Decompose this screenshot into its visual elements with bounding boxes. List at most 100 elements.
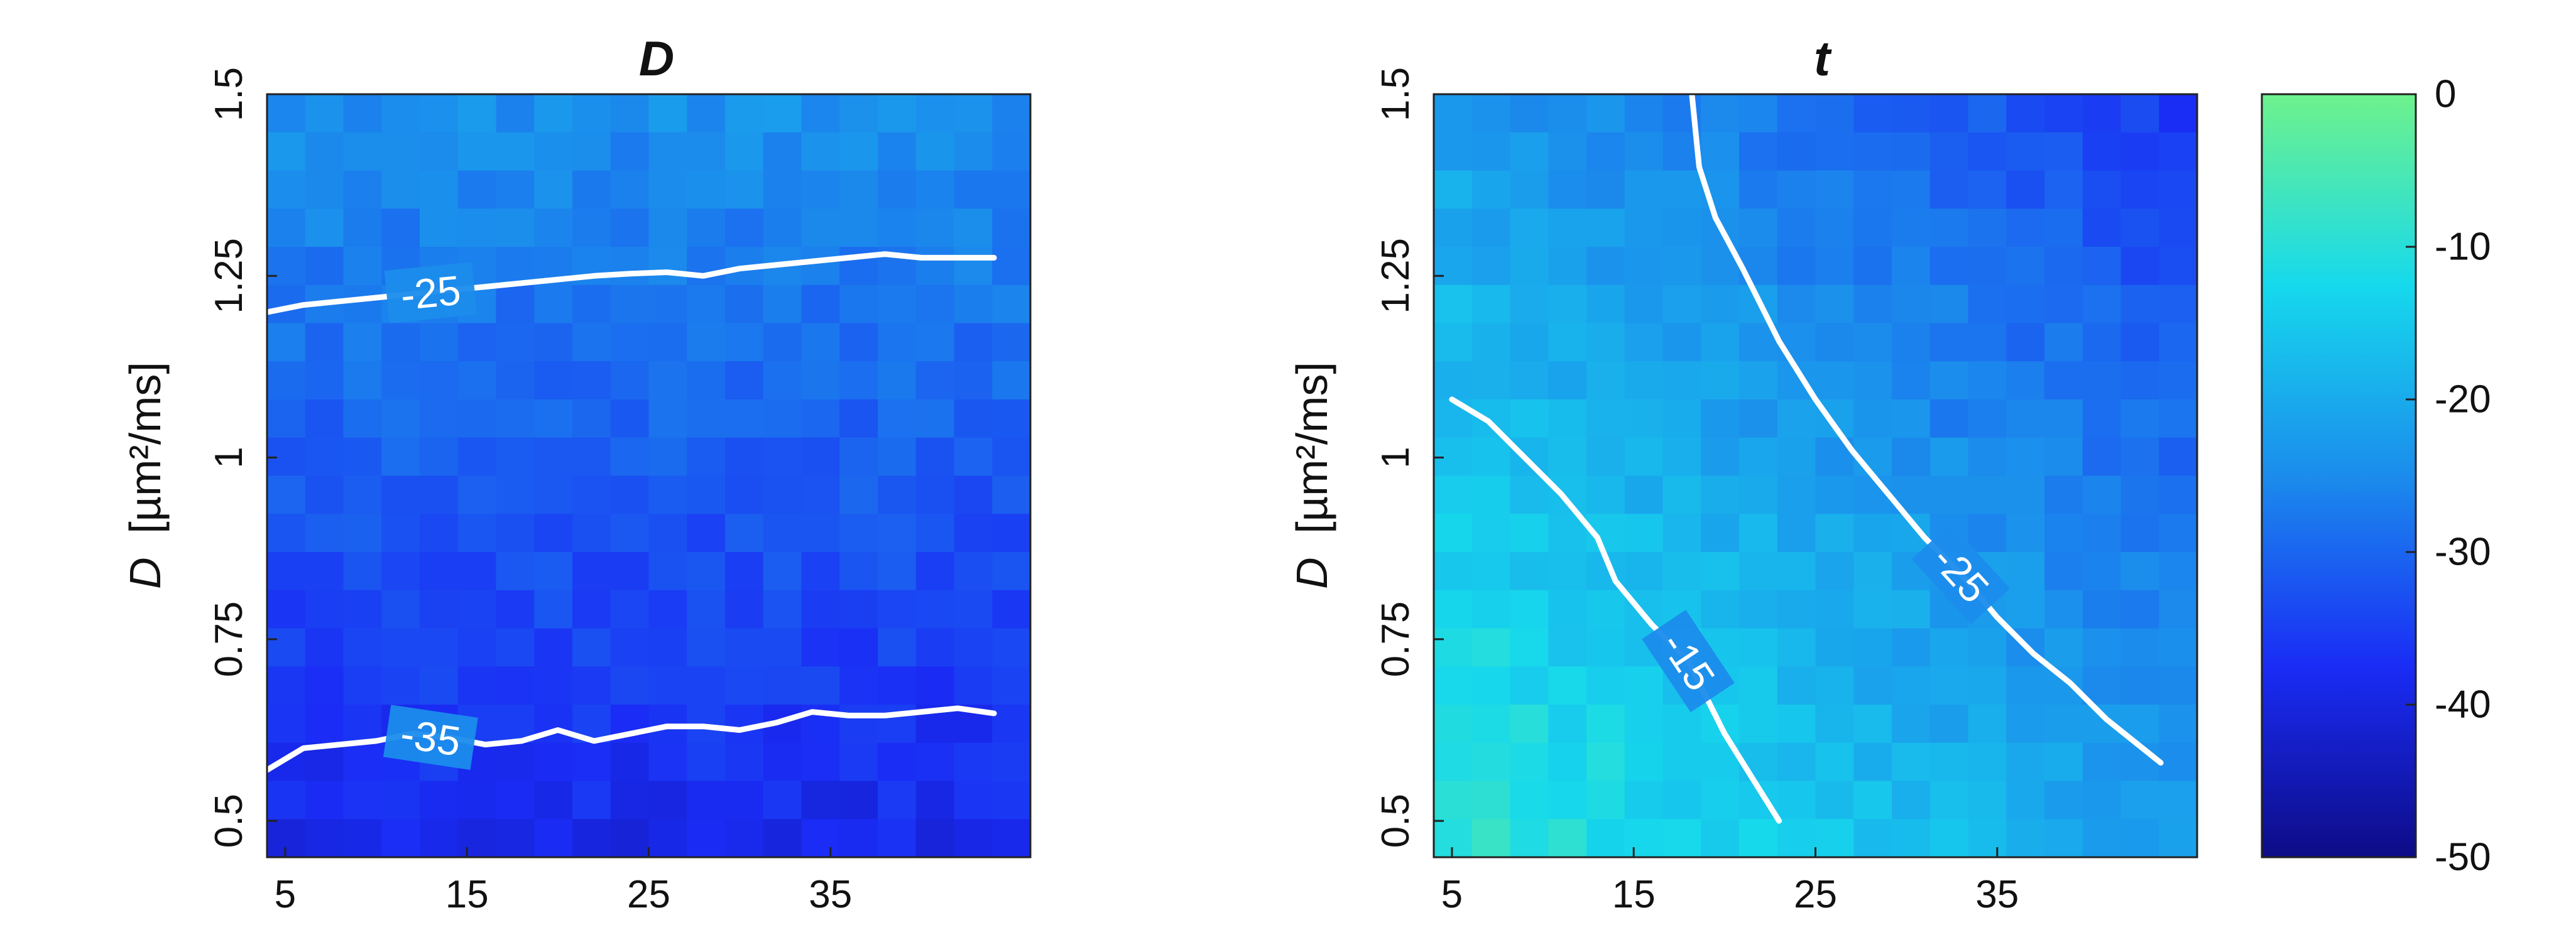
heatmap-cell — [610, 514, 650, 553]
heatmap-cell — [267, 666, 306, 705]
heatmap-cell — [763, 819, 802, 858]
heatmap-cell — [420, 666, 459, 705]
heatmap-cell — [1510, 208, 1549, 247]
heatmap-cell — [801, 666, 840, 705]
heatmap-cell — [1510, 705, 1549, 744]
heatmap-cell — [381, 170, 420, 209]
y-tick-label: 1 — [207, 447, 251, 468]
heatmap-cell — [381, 514, 420, 553]
heatmap-cell — [1777, 628, 1816, 667]
heatmap-cell — [954, 132, 993, 171]
heatmap-cell — [1777, 437, 1816, 477]
heatmap-cell — [457, 399, 497, 438]
heatmap-cell — [2044, 742, 2083, 782]
heatmap-cell — [648, 284, 687, 324]
contour-label: -25 — [398, 266, 462, 318]
heatmap-cell — [343, 284, 382, 324]
heatmap-cell — [1815, 781, 1854, 820]
heatmap-cell — [534, 323, 573, 362]
heatmap-cell — [915, 399, 955, 438]
heatmap-cell — [648, 475, 687, 514]
heatmap-cell — [2082, 170, 2122, 209]
heatmap-cell — [2006, 170, 2045, 209]
heatmap-cell — [915, 514, 955, 553]
heatmap-cell — [2159, 208, 2198, 247]
heatmap-cell — [305, 666, 344, 705]
heatmap-cell — [1548, 208, 1587, 247]
heatmap-cell — [1510, 819, 1549, 858]
heatmap-cell — [1586, 132, 1625, 171]
contour-line — [1689, 91, 2164, 766]
heatmap-cell — [1586, 628, 1625, 667]
heatmap-cell — [801, 781, 840, 820]
heatmap-cell — [648, 208, 687, 247]
heatmap-cell — [992, 552, 1031, 591]
heatmap-cell — [2159, 742, 2198, 782]
heatmap-cell — [343, 208, 382, 247]
heatmap-cell — [572, 552, 611, 591]
heatmap-cell — [763, 94, 802, 133]
heatmap-cell — [381, 475, 420, 514]
heatmap-cell — [801, 361, 840, 400]
heatmap-cell — [1586, 94, 1625, 133]
heatmap-cell — [457, 628, 497, 667]
heatmap-cell — [2082, 590, 2122, 629]
heatmap-cell — [1510, 247, 1549, 286]
heatmap-cell — [1548, 819, 1587, 858]
heatmap-cell — [954, 475, 993, 514]
heatmap-cell — [878, 170, 917, 209]
heatmap-cell — [1739, 94, 1778, 133]
heatmap-cell — [1586, 781, 1625, 820]
heatmap-cell — [954, 781, 993, 820]
colorbar-tick-label: -40 — [2435, 683, 2491, 727]
heatmap-cell — [1624, 437, 1664, 477]
heatmap-cell — [1434, 705, 1473, 744]
heatmap-cell — [2082, 475, 2122, 514]
heatmap-cell — [763, 399, 802, 438]
heatmap-cell — [801, 208, 840, 247]
heatmap-cell — [1548, 437, 1587, 477]
heatmap-cell — [534, 819, 573, 858]
heatmap-cell — [1471, 514, 1511, 553]
heatmap-cell — [2159, 552, 2198, 591]
heatmap-cell — [1739, 705, 1778, 744]
heatmap-cell — [534, 514, 573, 553]
heatmap-cell — [725, 475, 764, 514]
heatmap-cell — [1968, 666, 2007, 705]
heatmap-cell — [763, 514, 802, 553]
heatmap-cell — [572, 666, 611, 705]
heatmap-cell — [267, 399, 306, 438]
heatmap-cell — [420, 208, 459, 247]
heatmap-cell — [496, 208, 535, 247]
heatmap-cell — [1853, 284, 1892, 324]
heatmap-cell — [954, 666, 993, 705]
heatmap-cell — [915, 781, 955, 820]
heatmap-cell — [648, 781, 687, 820]
axis-ticks-t: 5 15 25 35 0.5 0.75 1 1.25 1.5 — [1374, 67, 2019, 916]
heatmap-cell — [687, 247, 726, 286]
heatmap-cell — [801, 247, 840, 286]
heatmap-cell — [1662, 284, 1701, 324]
heatmap-cell — [1929, 819, 1969, 858]
heatmap-cell — [1471, 628, 1511, 667]
heatmap-cell — [1471, 552, 1511, 591]
heatmap-cell — [1434, 552, 1473, 591]
heatmap-cell — [2006, 781, 2045, 820]
colorbar-tick-label: -30 — [2435, 531, 2491, 574]
y-tick-label: 1.25 — [1374, 238, 1417, 314]
heatmap-cell — [1701, 132, 1740, 171]
heatmap-cell — [1968, 819, 2007, 858]
heatmap-cell — [610, 628, 650, 667]
heatmap-cell — [572, 170, 611, 209]
axis-ticks-d: 5 15 25 35 0.5 0.75 1 1.25 1.5 — [207, 67, 852, 916]
heatmap-cell — [305, 552, 344, 591]
heatmap-cell — [878, 742, 917, 782]
heatmap-cell — [725, 323, 764, 362]
panel-d: -25 -35 D D [µm²/ms] 5 15 25 35 0.5 0.75 1 1.25 1… — [121, 31, 1032, 916]
heatmap-cell — [763, 666, 802, 705]
heatmap-cell — [610, 437, 650, 477]
heatmap-cell — [610, 247, 650, 286]
heatmap-cell — [1548, 742, 1587, 782]
heatmap-cell — [2044, 361, 2083, 400]
heatmap-cell — [1701, 399, 1740, 438]
